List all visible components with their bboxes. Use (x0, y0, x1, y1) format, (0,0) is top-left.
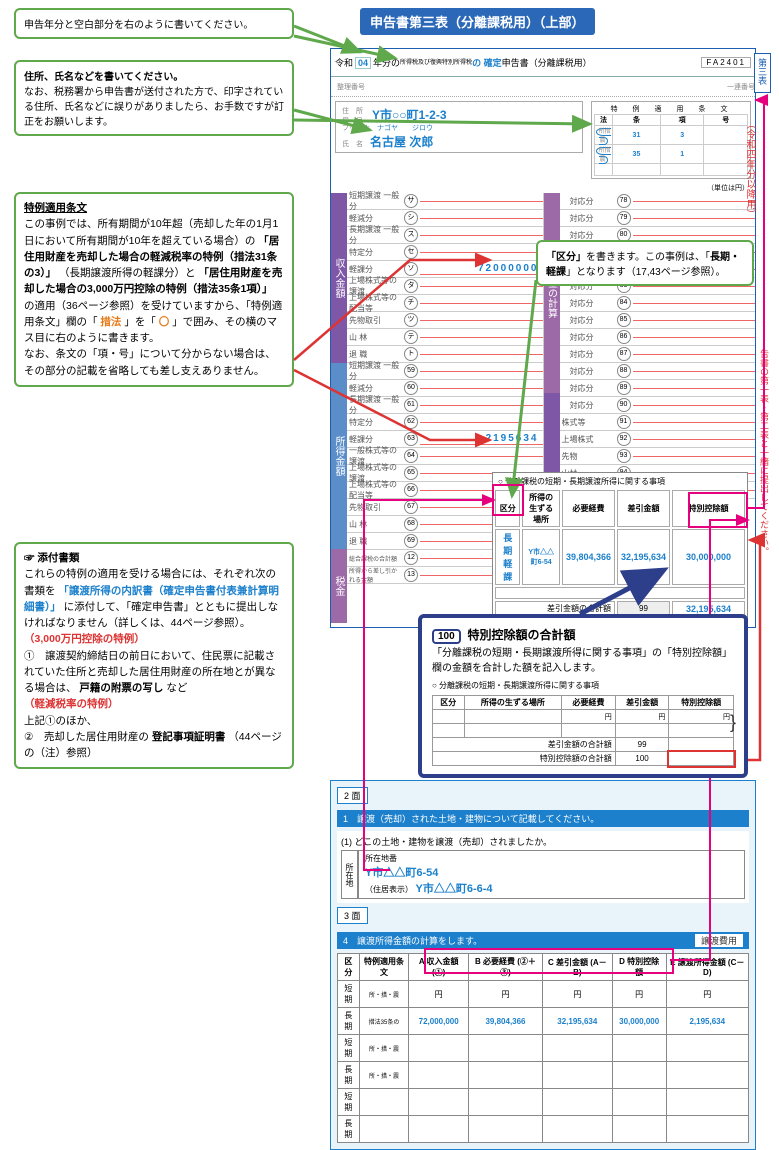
title-tail: 申告書（分離課税用） (502, 56, 592, 69)
addr2-lbl: （住居表示） (365, 885, 413, 894)
tk-keihi: 39,804,366 (562, 529, 615, 585)
a-red1: （3,000万円控除の特例） (24, 633, 145, 645)
cmh4: 特別控除額 (669, 696, 734, 710)
cmh0: 区分 (433, 696, 465, 710)
name-ruby: ナゴヤ ジロウ (377, 125, 433, 132)
bottom-table: 区分特例適用条文A 収入金額 (①)B 必要経費 (②＋③)C 差引金額 (A－… (337, 953, 749, 1143)
cmh1: 所得の生ずる場所 (464, 696, 562, 710)
callout-mini-table: 区分所得の生ずる場所必要経費差引金額特別控除額 円円円 差引金額の合計額99 特… (432, 695, 734, 766)
tax-type: 所得税及び復興特別所得税 (400, 60, 472, 66)
attach-heading: ☞ 添付書類 (24, 550, 284, 566)
form-code: FA2401 (701, 57, 751, 68)
c100-num: 100 (432, 629, 461, 644)
band-shunyu: 収入金額 (331, 193, 347, 363)
t-maru: 〇 (159, 316, 170, 328)
addr1: Y市△△町6-54 (365, 867, 438, 879)
side-red: （令和四年分以降用） (742, 119, 757, 219)
t-b4: 」を「 (124, 316, 156, 328)
art2: 35 (613, 145, 661, 164)
tab-3men: 3 面 (337, 907, 368, 924)
callout-body: なお、税務署から申告書が送付された方で、印字されている住所、氏名などに誤りがあり… (24, 87, 284, 128)
t-b2: （長期譲渡所得の軽課分）と (59, 267, 196, 279)
th1: 所得の生ずる場所 (522, 490, 560, 527)
t-b6: なお、条文の「項・号」について分からない場合は、その部分の記載を省略しても差し支… (24, 348, 276, 376)
callout-yearfill: 申告年分と空白部分を右のように書いてください。 (14, 8, 294, 39)
cm-r2n: 99 (615, 738, 669, 752)
cm-r3l: 特別控除額の合計額 (433, 752, 616, 766)
page-title: 申告書第三表（分離課税用）（上部） (360, 8, 595, 35)
tk-place: Y市△△町6-54 (522, 529, 560, 585)
tokureijobutn-grid: 特 例 適 用 条 文 法条項号 所措震313 所措震351 (591, 101, 751, 179)
t-b1: この事例では、所有期間が10年超（売却した年の1月1日において所有期間が10年を… (24, 218, 278, 246)
joto-hiyo: 譲渡費用 (695, 934, 743, 947)
year-box: 04 (355, 57, 371, 69)
tab-2men: 2 面 (337, 787, 368, 804)
name: 名古屋 次郎 (370, 135, 433, 149)
a-red2: （軽減税率の特例） (24, 698, 119, 710)
th2: 必要経費 (562, 490, 615, 527)
tok-head: ○ 分離課税の短期・長期譲渡所得に関する事項 (495, 475, 745, 488)
cm-r3n: 100 (615, 752, 669, 766)
band-zeikeisan: 税金の計算 (544, 193, 560, 393)
kubun-head: 「区分」を書きます。この事例は、「長期・軽課」となります（17,43ページ参照）… (546, 252, 740, 278)
attach-box: ☞ 添付書類 これらの特例の適用を受ける場合には、それぞれ次の書類を 「譲渡所得… (14, 542, 294, 769)
magenta-kubun (492, 484, 524, 516)
cm-head: ○ 分離課税の短期・長期譲渡所得に関する事項 (432, 680, 734, 691)
tk-kojo: 30,000,000 (672, 529, 745, 585)
th3: 差引金額 (617, 490, 670, 527)
callout-head: 住所、氏名などを書いてください。 (24, 72, 183, 83)
tk-kubun: 長期軽課 (495, 529, 520, 585)
callout-100: 100 特別控除額の合計額 「分離課税の短期・長期譲渡所得に関する事項」の「特別… (418, 614, 748, 778)
tokureijobutn-box: 特例適用条文 この事例では、所有期間が10年超（売却した年の1月1日において所有… (14, 192, 294, 387)
shozai-lbl: 所在地番 (365, 854, 397, 863)
side-red2: 告書の第一表・第二表と一緒に提出してください。 (758, 349, 771, 556)
callout-text: 申告年分と空白部分を右のように書いてください。 (24, 20, 253, 31)
cmh3: 差引金額 (615, 696, 669, 710)
admin-row: 整理番号 一連番号 (331, 77, 755, 97)
sub2: 1 (660, 145, 704, 164)
callout-address-name: 住所、氏名などを書いてください。 なお、税務署から申告書が送付された方で、印字さ… (14, 60, 294, 136)
tokurei-heading: 特例適用条文 (24, 200, 284, 216)
cmh2: 必要経費 (562, 696, 616, 710)
a-i2b: ② 売却した居住用財産の (24, 731, 149, 743)
c100-title: 特別控除額の合計額 (467, 628, 575, 642)
tk-sashi: 32,195,634 (617, 529, 670, 585)
a-i1b: など (166, 682, 187, 694)
year-suf: 年分の (373, 56, 400, 69)
callout-kubun: 「区分」を書きます。この事例は、「長期・軽課」となります（17,43ページ参照）… (536, 240, 754, 286)
address-name-box: 住 所屋 号 Y市○○町1-2-3 フリガナ ナゴヤ ジロウ 氏 名 名古屋 次… (335, 101, 583, 153)
a-i2a: 上記①のほか、 (24, 715, 97, 727)
t-soho: 措法 (100, 316, 121, 328)
sec1: 1 譲渡（売却）された土地・建物について記載してください。 (337, 810, 749, 827)
c100-body: 「分離課税の短期・長期譲渡所得に関する事項」の「特別控除額」欄の金額を合計した額… (432, 648, 732, 674)
addr2: Y市△△町6-6-4 (416, 883, 493, 895)
a-koseki: 戸籍の附票の写し (79, 682, 163, 694)
band-zeikin: 税金 (331, 549, 347, 623)
kakutei: の 確定 (472, 56, 502, 69)
form-header: 令和 04 年分の 所得税及び復興特別所得税 の 確定 申告書（分離課税用） F… (331, 49, 755, 77)
sec4: 4 譲渡所得金額の計算をします。 (343, 934, 482, 947)
cm-r2l: 差引金額の合計額 (433, 738, 616, 752)
magenta-bottom (424, 948, 674, 974)
art1: 31 (613, 126, 661, 145)
band-shotoku: 所得金額 (331, 363, 347, 549)
side-tab-dai3: 第三表 (754, 53, 771, 93)
a-toki: 登記事項証明書 (152, 731, 226, 743)
a-b2: に添付して、「確定申告書」とともに提出しなければなりません（詳しくは、44ページ… (24, 601, 278, 629)
sub1: 3 (660, 126, 704, 145)
address: Y市○○町1-2-3 (372, 106, 576, 123)
q1: (1) どこの土地・建物を譲渡（売却）されましたか。 (341, 835, 745, 848)
era: 令和 (335, 56, 353, 69)
magenta-kojo (688, 492, 748, 528)
